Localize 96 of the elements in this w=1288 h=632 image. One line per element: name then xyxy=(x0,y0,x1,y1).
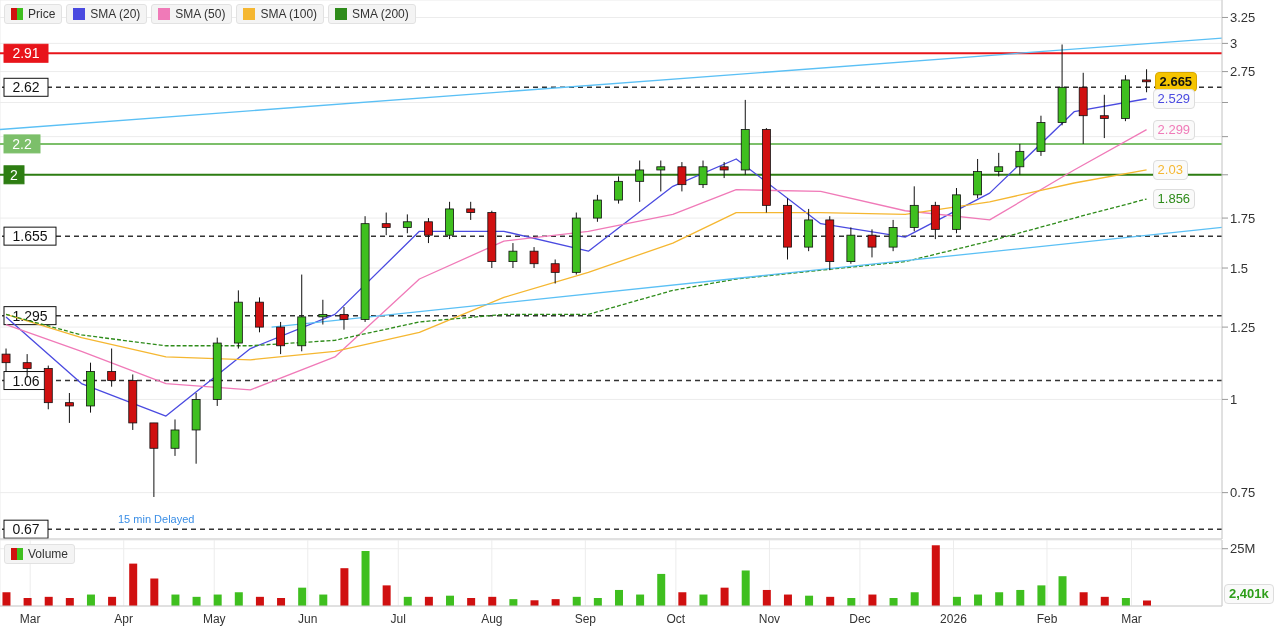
annotation: 15 min Delayed xyxy=(118,513,195,525)
candlestick xyxy=(276,321,286,355)
candlestick xyxy=(888,219,898,252)
line-series xyxy=(5,98,1148,417)
x-tick-label: 2026 xyxy=(940,611,968,626)
candlestick xyxy=(614,175,623,205)
x-tick-label: Dec xyxy=(849,611,871,626)
bar xyxy=(129,563,138,606)
legend-label: SMA (50) xyxy=(175,7,226,21)
candlestick xyxy=(1099,94,1109,139)
bar xyxy=(931,545,940,606)
candlestick xyxy=(381,212,391,236)
data-label: 1.856 xyxy=(1152,189,1196,209)
data-label: 2.529 xyxy=(1152,88,1196,109)
bar xyxy=(1058,576,1067,606)
x-tick-label: May xyxy=(202,611,226,626)
y-tick-label: 2.75 xyxy=(1230,64,1256,80)
bar xyxy=(741,570,750,606)
bar xyxy=(1079,592,1088,606)
candlestick xyxy=(107,348,117,388)
x-tick-label: Apr xyxy=(114,611,134,626)
candlestick xyxy=(402,213,412,234)
x-tick-label: Oct xyxy=(666,611,686,626)
candlestick xyxy=(719,161,729,179)
candlestick xyxy=(65,392,74,424)
y-tick-label: 25M xyxy=(1230,541,1256,557)
x-tick-label: Mar xyxy=(19,611,41,626)
legend-label: Volume xyxy=(28,547,69,561)
bar xyxy=(234,592,243,606)
legend-label: SMA (200) xyxy=(352,7,409,21)
y-tick-label: 0.75 xyxy=(1230,485,1256,501)
ref-line-label: 2 xyxy=(10,166,19,183)
ref-line-label: 1.655 xyxy=(12,228,48,245)
line-series xyxy=(5,129,1148,391)
bar xyxy=(150,578,159,606)
candlestick xyxy=(508,242,518,269)
bar xyxy=(340,568,349,606)
ref-line-label: 1.295 xyxy=(12,307,48,324)
y-tick-label: 3.25 xyxy=(1230,10,1256,26)
line-series xyxy=(5,169,1148,361)
legend-label: Price xyxy=(28,7,56,21)
candlestick xyxy=(973,158,982,199)
ref-line-label: 1.06 xyxy=(12,372,40,389)
bar xyxy=(1016,589,1025,606)
bar xyxy=(910,592,919,606)
bar xyxy=(762,589,771,606)
text: 2.665 xyxy=(1159,73,1193,89)
x-tick-label: Nov xyxy=(758,611,781,626)
bar xyxy=(382,585,391,606)
bar xyxy=(657,573,666,606)
y-tick-label: 1.25 xyxy=(1230,319,1256,335)
data-label: 2.299 xyxy=(1152,119,1196,140)
candlestick xyxy=(529,246,539,269)
candlestick xyxy=(593,194,602,223)
ref-line-label: 0.67 xyxy=(12,521,40,538)
candlestick xyxy=(698,160,708,189)
legend-label: SMA (100) xyxy=(260,7,318,21)
candlestick xyxy=(424,217,433,244)
candlestick xyxy=(1015,143,1025,176)
x-tick-label: Feb xyxy=(1036,611,1058,626)
candlestick xyxy=(1142,68,1151,93)
line-series xyxy=(5,198,1148,347)
ref-line-label: 2.91 xyxy=(12,45,40,62)
bar xyxy=(678,592,687,606)
x-tick-label: Jul xyxy=(390,611,406,626)
candlestick xyxy=(466,201,476,221)
data-label: 2.03 xyxy=(1152,159,1188,180)
bar xyxy=(2,592,11,606)
ref-line-label: 2.2 xyxy=(12,135,32,152)
x-tick-label: Jun xyxy=(298,611,318,626)
text: 2,401k xyxy=(1224,584,1274,604)
candlestick xyxy=(867,228,877,258)
y-tick-label: 1.5 xyxy=(1230,260,1249,276)
candlestick xyxy=(318,299,328,326)
bar xyxy=(298,587,307,606)
ref-line-label: 2.62 xyxy=(12,79,40,96)
candlestick xyxy=(550,258,560,284)
x-tick-label: Mar xyxy=(1121,611,1142,626)
bar xyxy=(995,592,1004,606)
x-tick-label: Sep xyxy=(574,611,597,626)
candlestick xyxy=(909,185,919,232)
candlestick xyxy=(994,152,1004,177)
legend-label: SMA (20) xyxy=(90,7,141,21)
bar xyxy=(361,551,370,606)
x-tick-label: Aug xyxy=(481,611,503,626)
bar xyxy=(1037,585,1046,606)
bar xyxy=(720,587,729,606)
candlestick xyxy=(677,161,687,192)
candlestick xyxy=(339,306,349,331)
candlestick xyxy=(170,418,180,457)
y-tick-label: 1.75 xyxy=(1230,210,1256,226)
candlestick xyxy=(635,160,645,203)
bar xyxy=(614,589,623,606)
y-tick-label: 1 xyxy=(1230,392,1238,408)
candlestick xyxy=(656,160,666,192)
y-tick-label: 3 xyxy=(1230,36,1238,52)
